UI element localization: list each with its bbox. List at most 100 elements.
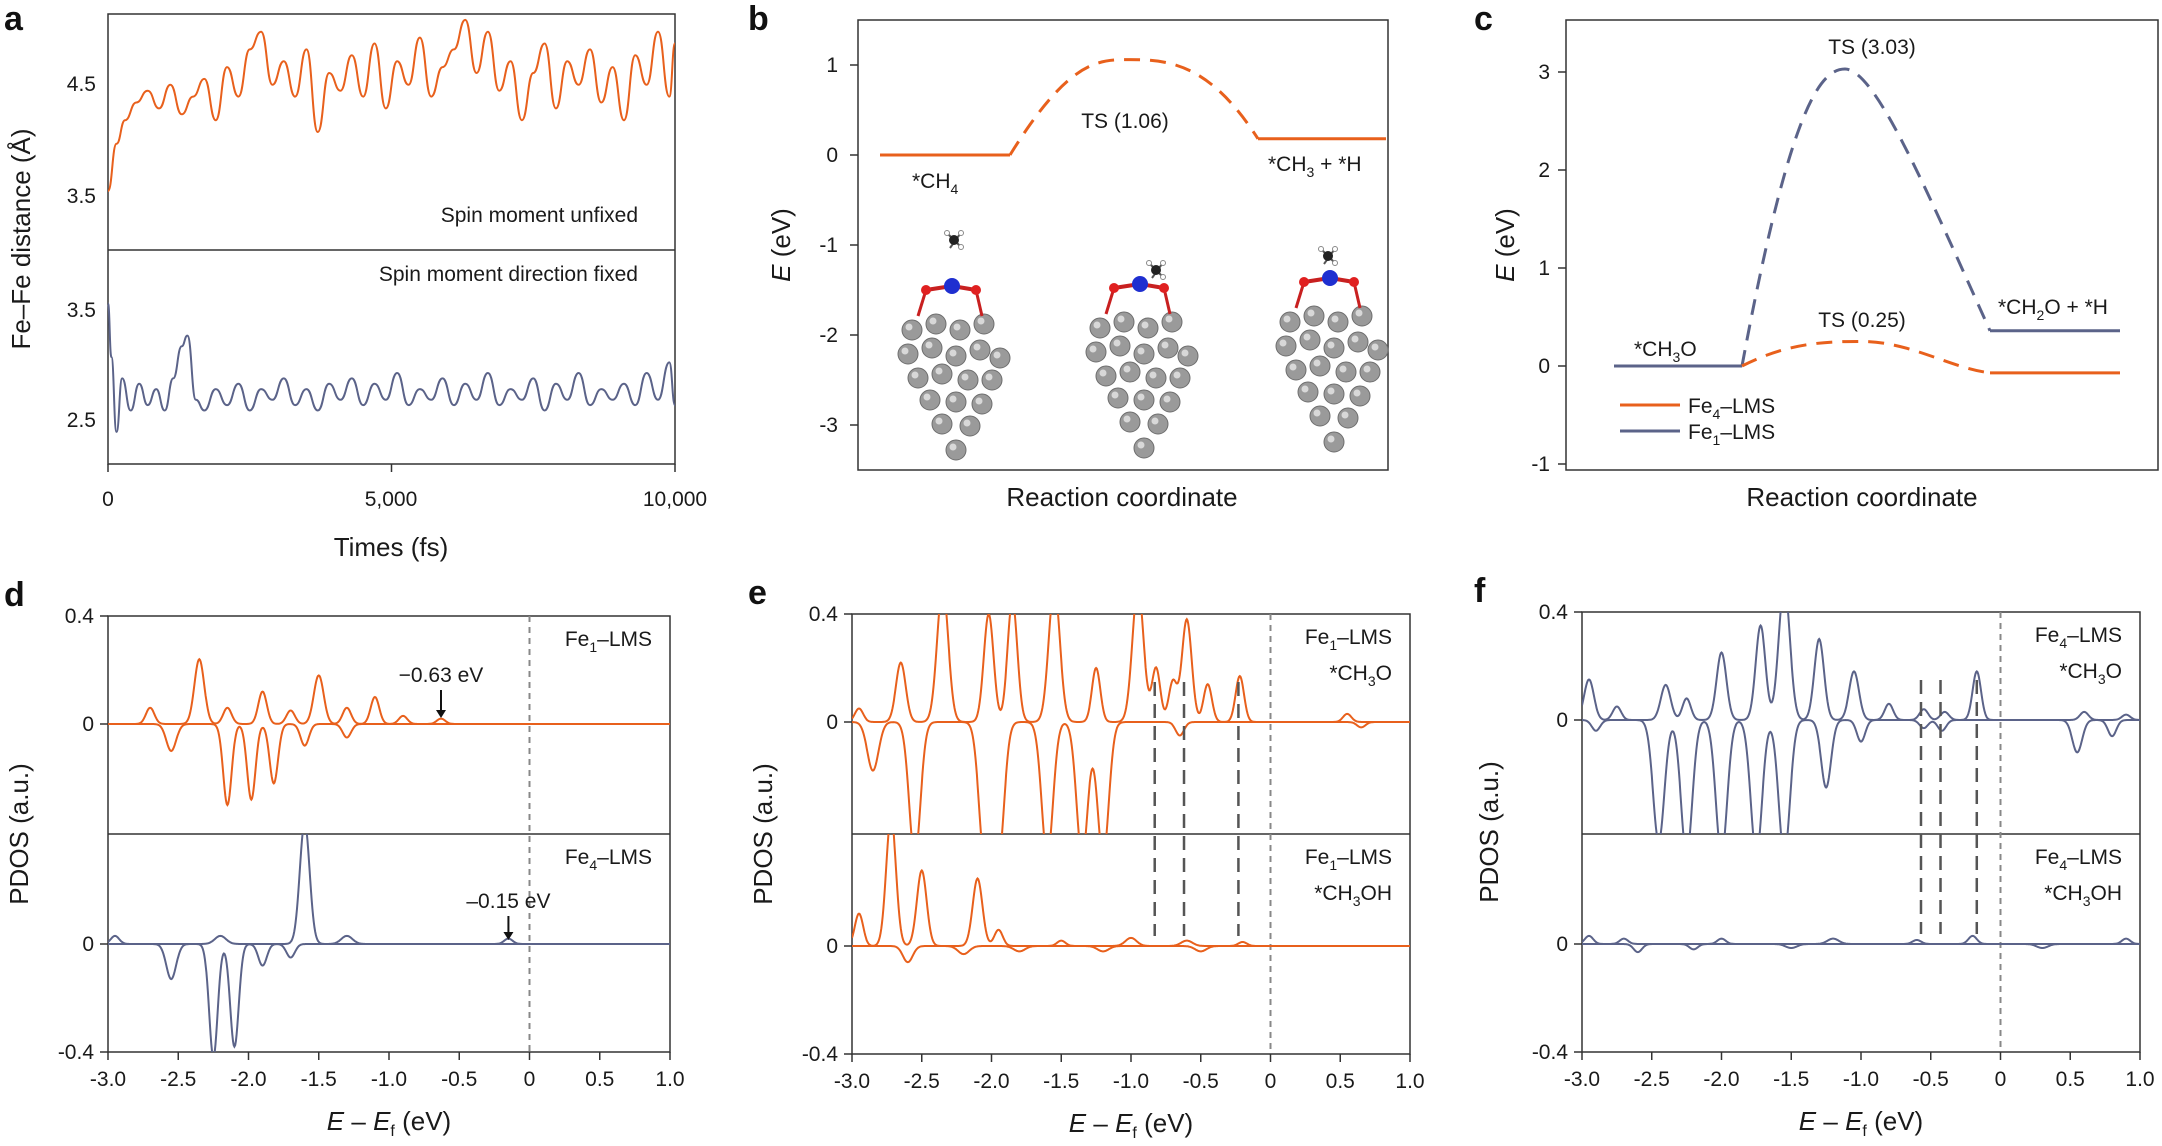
fe-atom-highlight	[1355, 309, 1363, 317]
fe-atom	[1351, 305, 1373, 327]
c-atom	[949, 235, 959, 245]
pdos-top-curves	[108, 657, 670, 807]
xtick-label: -3.0	[1564, 1068, 1600, 1091]
structure-initial-ch4	[897, 230, 1011, 461]
xtick-label: 0	[524, 1068, 536, 1091]
fe-atom-highlight	[1289, 363, 1297, 371]
fe-atom	[1285, 359, 1307, 381]
legend-fe1-post: –LMS	[1720, 421, 1775, 444]
xtick-label: 0	[1265, 1070, 1277, 1093]
fe-atom-highlight	[923, 393, 931, 401]
label-part: Fe	[565, 628, 590, 651]
label-part: –LMS	[597, 846, 652, 869]
ytick-label: 0.4	[809, 603, 839, 626]
fe-atom-highlight	[1149, 371, 1157, 379]
xtick-label: -0.5	[1183, 1070, 1219, 1093]
fe-atom	[981, 369, 1003, 391]
label-part: –LMS	[2067, 624, 2122, 647]
panel-e-xlabel: E – Ef (eV)	[1069, 1108, 1193, 1142]
fe-atom-highlight	[1341, 411, 1349, 419]
label-part: 3	[2098, 671, 2106, 687]
panel-c-fs-tail: O + *H	[2044, 296, 2108, 319]
legend-fe1-sub: 1	[1713, 432, 1721, 448]
panel-a-tick-marks	[107, 464, 676, 472]
fe-atom	[969, 339, 991, 361]
fe-atom	[1157, 337, 1179, 359]
fe-atom-highlight	[1089, 345, 1097, 353]
panel-d: d 0.4 0 0 -0.4 -3.0 -2.5 -2.0 -1.5 -1.0 -0.5 0 0.5 1.…	[4, 576, 685, 1140]
fe-atom	[1337, 407, 1359, 429]
panel-c-ytick-label: 1	[1538, 257, 1550, 280]
label-part: OH	[1361, 882, 1393, 905]
panel-d-xlabel: E – Ef (eV)	[327, 1106, 451, 1140]
fe-atom-highlight	[1351, 335, 1359, 343]
panel-b-fs-sub: 3	[1307, 164, 1315, 180]
fe-atom	[1347, 331, 1369, 353]
fe-atom	[1323, 337, 1345, 359]
xlabel-part: E	[1069, 1108, 1087, 1138]
fe-atom	[1297, 381, 1319, 403]
fe-atom-highlight	[961, 373, 969, 381]
panel-letter-c: c	[1474, 0, 1493, 38]
panel-c-legend: Fe4–LMS Fe1–LMS	[1620, 395, 1775, 448]
xtick-label: -1.0	[1843, 1068, 1879, 1091]
panel-letter-f: f	[1474, 572, 1486, 610]
fe-atom-highlight	[1313, 359, 1321, 367]
panel-b: b E (eV) Reaction coordinate 1 0 -1 -2 -3 TS…	[748, 0, 1389, 512]
annotation-arrowhead	[503, 932, 514, 940]
fe-atom	[1275, 335, 1297, 357]
label-part: 4	[2059, 857, 2067, 873]
label-part: –LMS	[597, 628, 652, 651]
xtick-label: -1.0	[1113, 1070, 1149, 1093]
o-atom	[1349, 277, 1359, 287]
panel-b-fs-text: *CH	[1268, 153, 1307, 176]
label-part: –LMS	[1337, 846, 1392, 869]
pdos-bottom-adsorbate-label: *CH3OH	[1314, 882, 1392, 909]
fe-atom	[1367, 339, 1389, 361]
fe-atom	[1137, 317, 1159, 339]
xtick-label: -2.5	[160, 1068, 196, 1091]
pdos-bottom-energy-annotation: –0.15 eV	[466, 890, 550, 913]
fe-atom	[1161, 311, 1183, 333]
label-part: *CH	[1314, 882, 1353, 905]
panel-b-ytick-label: -3	[819, 414, 838, 437]
fe-atom-highlight	[1327, 435, 1335, 443]
xtick-label: -1.5	[301, 1068, 337, 1091]
pdos-bottom-spin-down	[1582, 943, 2140, 954]
panel-a-series-unfixed	[107, 18, 676, 192]
pdos-top-spin-down	[852, 721, 1410, 834]
panel-b-ylabel-var: E	[766, 264, 796, 282]
pdos-top-spin-down	[108, 723, 670, 807]
fe-atom	[1309, 355, 1331, 377]
panel-b-y-ticks: 1 0 -1 -2 -3	[819, 54, 858, 437]
xtick-label: 1.0	[2125, 1068, 2154, 1091]
ytick-label: 0	[82, 933, 94, 956]
fe-atom-highlight	[1303, 333, 1311, 341]
label-part: 3	[1353, 893, 1361, 909]
pdos-bottom-curves	[108, 834, 670, 1052]
xlabel-part: E	[373, 1106, 391, 1136]
label-part: *CH	[2059, 660, 2098, 683]
label-part: 1	[1329, 857, 1337, 873]
xlabel-part: –	[344, 1106, 373, 1136]
legend-label-fe1: Fe1–LMS	[1688, 421, 1775, 448]
fe-atom-highlight	[1163, 395, 1171, 403]
pdos-bottom-curves	[852, 834, 1410, 964]
h-atom	[1318, 246, 1324, 252]
panel-a-xtick-1: 5,000	[365, 488, 418, 511]
xlabel-part: E	[1799, 1106, 1817, 1136]
fe-atom-highlight	[935, 367, 943, 375]
xtick-label: -0.5	[441, 1068, 477, 1091]
legend-fe4-post: –LMS	[1720, 395, 1775, 418]
legend-fe4-sub: 4	[1713, 406, 1721, 422]
xtick-label: 1.0	[1395, 1070, 1424, 1093]
fe-atom	[919, 389, 941, 411]
xlabel-part: (eV)	[395, 1106, 451, 1136]
fe-atom	[1349, 385, 1371, 407]
xtick-label: -2.0	[1703, 1068, 1739, 1091]
xlabel-part: (eV)	[1137, 1108, 1193, 1138]
fe-atom-highlight	[1301, 385, 1309, 393]
h-atom	[958, 230, 964, 236]
fe-atom	[1177, 345, 1199, 367]
pdos-top-spin-down	[1582, 718, 2140, 834]
